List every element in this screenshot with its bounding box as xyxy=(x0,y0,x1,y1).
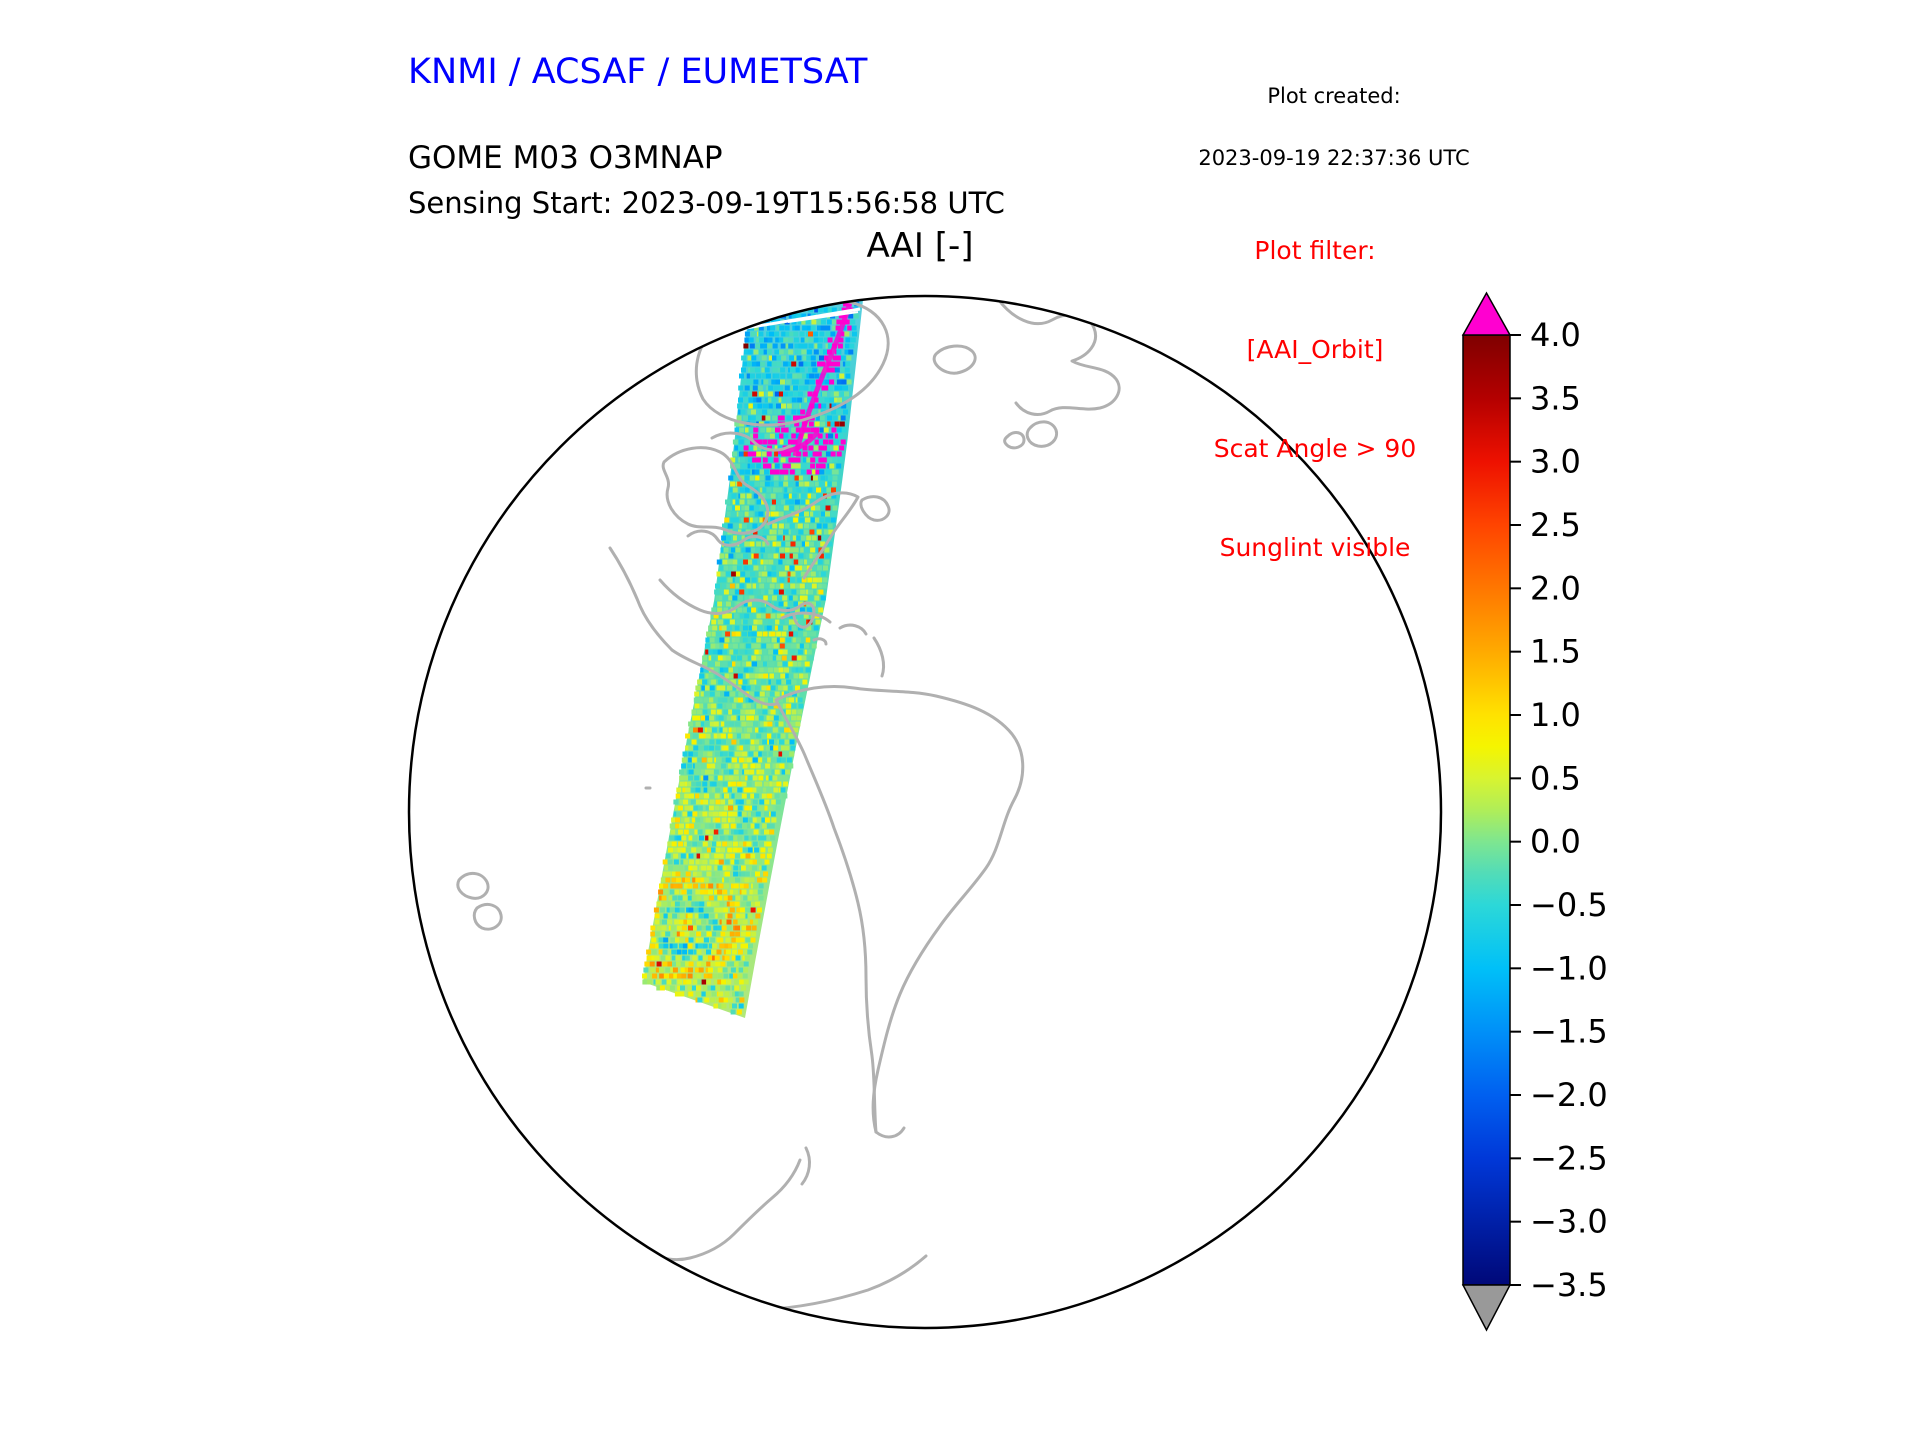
coastline-hudson-bay xyxy=(661,446,770,535)
svg-text:−3.0: −3.0 xyxy=(1530,1203,1608,1241)
coastline-south-america-east xyxy=(774,685,1025,1134)
coastline-south-america-west xyxy=(774,698,878,1134)
colorbar-tick-labels: 4.0 3.5 3.0 2.5 2.0 1.5 1.0 0.5 0.0 −0.5 −1.0 −1.5 −… xyxy=(1510,316,1608,1304)
coastline-tierra-del-fuego xyxy=(874,1126,906,1139)
colorbar-bar xyxy=(1462,334,1511,1286)
svg-text:−0.5: −0.5 xyxy=(1530,886,1608,924)
coastline-labrador xyxy=(766,491,860,580)
plot-filter-block: Plot filter: [AAI_Orbit] Scat Angle > 90… xyxy=(1140,168,1490,630)
svg-text:−2.5: −2.5 xyxy=(1530,1139,1608,1177)
globe-outline xyxy=(407,294,1443,1330)
svg-text:0.5: 0.5 xyxy=(1530,759,1581,797)
coastline-baffin xyxy=(710,431,792,452)
svg-text:2.0: 2.0 xyxy=(1530,569,1581,607)
svg-text:4.0: 4.0 xyxy=(1530,316,1581,354)
satellite-swath xyxy=(642,300,863,1018)
coastline-antarctica-ridge xyxy=(800,1146,811,1186)
coastline-jamaica xyxy=(812,637,828,646)
coastline-britain xyxy=(1025,420,1059,448)
plot-created-block: Plot created: 2023-09-19 22:37:36 UTC xyxy=(1134,46,1534,208)
svg-text:−1.0: −1.0 xyxy=(1530,949,1608,987)
coastline-newfoundland xyxy=(859,495,891,522)
globe-background xyxy=(409,296,1441,1328)
sunglint-streak xyxy=(792,305,852,457)
swath-pixels xyxy=(642,301,860,1015)
plot-filter-label: Plot filter: xyxy=(1254,236,1376,265)
swath-gap-line xyxy=(745,307,861,330)
coastline-hispaniola xyxy=(838,623,868,636)
plot-filter-sunglint: Sunglint visible xyxy=(1219,533,1411,562)
coastline-ireland xyxy=(1003,431,1026,450)
plot-title: AAI [-] xyxy=(866,226,974,266)
coastline-alaska-inner xyxy=(558,368,598,381)
coastline-mexico-west xyxy=(608,546,674,652)
svg-text:−1.5: −1.5 xyxy=(1530,1013,1608,1051)
colorbar-under-arrow xyxy=(1461,1284,1512,1332)
svg-text:2.5: 2.5 xyxy=(1530,506,1581,544)
coastline-new-zealand-north xyxy=(456,872,490,900)
svg-text:3.5: 3.5 xyxy=(1530,379,1581,417)
coastline-cuba xyxy=(780,611,832,624)
plot-created-time: 2023-09-19 22:37:36 UTC xyxy=(1198,146,1470,170)
product-title: GOME M03 O3MNAP xyxy=(408,140,723,176)
coastline-gulf-of-mexico xyxy=(658,578,802,615)
org-title: KNMI / ACSAF / EUMETSAT xyxy=(408,52,868,92)
svg-text:0.0: 0.0 xyxy=(1530,823,1581,861)
colorbar-over-arrow xyxy=(1461,291,1512,336)
svg-text:−3.5: −3.5 xyxy=(1530,1266,1608,1304)
coastline-new-zealand-south xyxy=(472,903,503,931)
coastline-central-america xyxy=(670,648,778,707)
plot-filter-orbit: [AAI_Orbit] xyxy=(1246,335,1384,364)
colorbar: 4.0 3.5 3.0 2.5 2.0 1.5 1.0 0.5 0.0 −0.5 −1.0 −1.5 −… xyxy=(1461,291,1608,1332)
svg-text:1.0: 1.0 xyxy=(1530,696,1581,734)
svg-text:3.0: 3.0 xyxy=(1530,443,1581,481)
coastline-iceland xyxy=(932,344,977,375)
coastline-florida xyxy=(792,601,816,629)
plot-filter-scat-angle: Scat Angle > 90 xyxy=(1213,434,1417,463)
sunglint-streak-branch xyxy=(777,430,820,455)
sensing-start: Sensing Start: 2023-09-19T15:56:58 UTC xyxy=(408,186,1005,220)
coastline-great-lakes xyxy=(686,529,770,547)
plot-created-label: Plot created: xyxy=(1267,84,1401,108)
swath-gap-line xyxy=(787,311,859,323)
coastline-scandinavia xyxy=(996,297,1121,416)
svg-text:1.5: 1.5 xyxy=(1530,633,1581,671)
coastline-antilles-arc xyxy=(872,636,886,678)
svg-text:−2.0: −2.0 xyxy=(1530,1076,1608,1114)
